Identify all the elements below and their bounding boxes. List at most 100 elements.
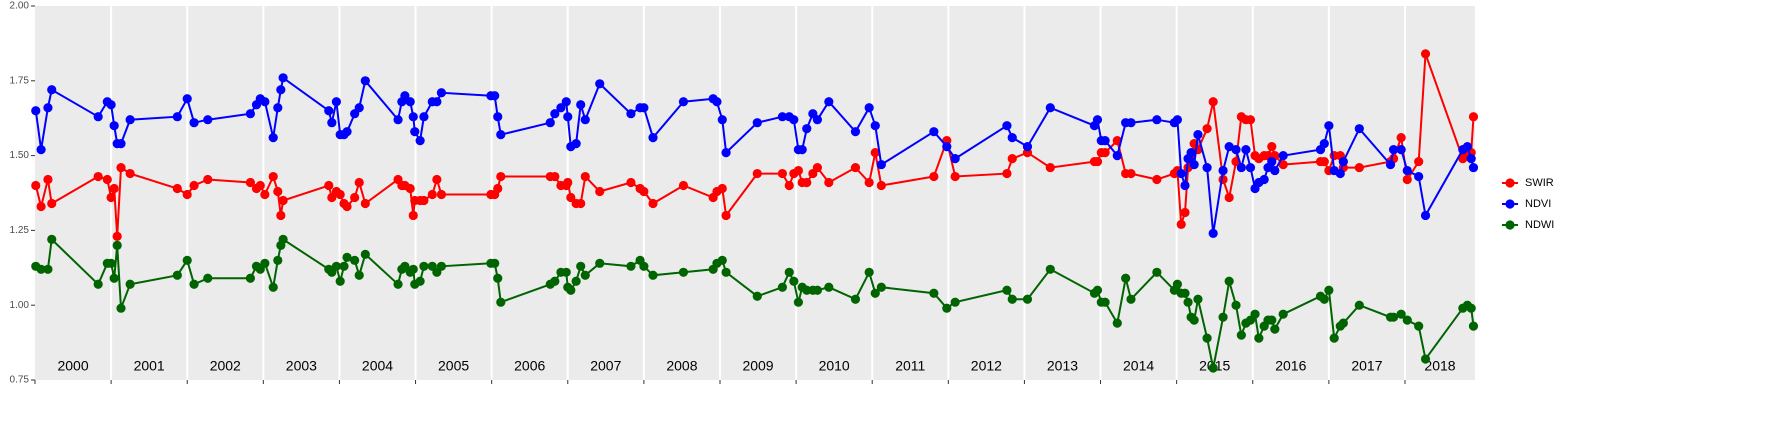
data-point (278, 234, 288, 244)
data-point (929, 127, 939, 137)
data-point (125, 115, 135, 125)
data-point (182, 255, 192, 265)
data-point (876, 180, 886, 191)
data-point (1193, 130, 1203, 140)
data-point (436, 88, 447, 98)
data-point (1189, 159, 1199, 170)
data-point (812, 162, 823, 173)
data-point (1396, 145, 1406, 155)
data-point (1250, 309, 1260, 319)
y-tick-label: 0.75 (10, 375, 30, 386)
x-tick-label: 2005 (438, 358, 469, 374)
data-point (393, 279, 403, 289)
data-point (116, 303, 126, 313)
data-point (1354, 162, 1364, 173)
data-point (1022, 142, 1033, 152)
x-tick-label: 2017 (1351, 358, 1382, 374)
data-point (1218, 312, 1228, 322)
data-point (550, 171, 560, 182)
data-point (203, 115, 213, 125)
x-tick-label: 2010 (819, 358, 850, 374)
data-point (942, 142, 952, 152)
data-point (802, 177, 812, 188)
data-point (950, 153, 960, 164)
data-point (496, 171, 506, 182)
data-point (1319, 294, 1329, 304)
data-point (1278, 309, 1288, 319)
data-point (571, 276, 581, 286)
data-point (1231, 145, 1241, 155)
x-tick-label: 2001 (134, 358, 165, 374)
data-point (400, 261, 410, 271)
data-point (1007, 133, 1017, 143)
data-point (580, 171, 590, 182)
data-point (408, 112, 418, 122)
legend-label: SWIR (1525, 177, 1554, 189)
x-tick-label: 2000 (57, 358, 88, 374)
data-point (595, 79, 605, 89)
data-point (245, 109, 255, 119)
data-point (752, 291, 762, 301)
data-point (419, 195, 429, 206)
data-point (626, 109, 636, 119)
data-point (561, 267, 571, 277)
data-point (1218, 165, 1228, 176)
data-point (942, 303, 952, 313)
data-point (1224, 192, 1234, 203)
data-point (1338, 156, 1348, 167)
data-point (1172, 115, 1183, 125)
data-point (550, 276, 560, 286)
data-point (102, 174, 112, 185)
data-point (639, 261, 649, 271)
data-point (1180, 288, 1190, 298)
data-point (1100, 148, 1110, 158)
data-point (1420, 210, 1431, 221)
data-point (1002, 285, 1012, 295)
data-point (864, 267, 874, 277)
data-point (812, 285, 823, 295)
data-point (595, 186, 605, 197)
data-point (1045, 264, 1055, 274)
data-point (580, 270, 590, 280)
data-point (47, 85, 57, 95)
data-point (436, 189, 447, 200)
data-point (929, 171, 939, 182)
x-tick-label: 2002 (210, 358, 241, 374)
data-point (400, 91, 410, 101)
plot-panel (35, 6, 1475, 380)
data-point (125, 279, 135, 289)
data-point (1002, 168, 1012, 179)
data-point (1259, 174, 1269, 185)
data-point (36, 201, 46, 212)
data-point (331, 97, 341, 107)
data-point (31, 180, 41, 191)
data-point (1388, 145, 1399, 155)
data-point (1319, 139, 1329, 149)
data-point (260, 258, 270, 268)
data-point (106, 100, 116, 110)
data-point (1092, 285, 1103, 295)
data-point (1208, 363, 1218, 373)
x-tick-label: 2009 (742, 358, 773, 374)
legend-key-marker (1505, 220, 1515, 230)
data-point (1126, 118, 1136, 128)
data-point (1354, 300, 1364, 310)
data-point (245, 273, 255, 283)
data-point (1152, 267, 1162, 277)
data-point (1202, 333, 1212, 343)
data-point (268, 282, 278, 292)
data-point (563, 177, 573, 188)
data-point (350, 255, 360, 265)
data-point (172, 183, 182, 194)
data-point (1126, 294, 1136, 304)
data-point (432, 97, 442, 107)
data-point (1224, 276, 1234, 286)
data-point (1270, 324, 1280, 334)
x-tick-label: 2018 (1424, 358, 1455, 374)
data-point (576, 100, 586, 110)
data-point (1176, 168, 1186, 179)
data-point (789, 115, 799, 125)
data-point (1466, 153, 1476, 164)
data-point (1045, 162, 1055, 173)
x-tick-label: 2008 (666, 358, 697, 374)
